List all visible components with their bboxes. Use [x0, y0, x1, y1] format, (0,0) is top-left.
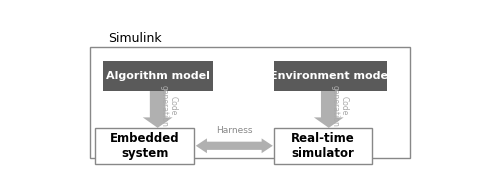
- Text: Simulink: Simulink: [108, 32, 162, 45]
- Text: Embedded
system: Embedded system: [110, 132, 180, 160]
- Bar: [274, 61, 387, 90]
- Bar: [274, 128, 372, 164]
- Text: Code
generation: Code generation: [331, 85, 349, 127]
- Polygon shape: [196, 138, 273, 153]
- Text: Algorithm model: Algorithm model: [106, 71, 210, 81]
- Bar: [103, 61, 213, 90]
- Text: Code
generation: Code generation: [160, 85, 178, 127]
- Polygon shape: [314, 90, 344, 128]
- Bar: [96, 128, 194, 164]
- Bar: [90, 47, 410, 158]
- Text: Environment model: Environment model: [270, 71, 392, 81]
- Text: Real-time
simulator: Real-time simulator: [291, 132, 355, 160]
- Text: Harness: Harness: [216, 126, 252, 135]
- Polygon shape: [143, 90, 172, 128]
